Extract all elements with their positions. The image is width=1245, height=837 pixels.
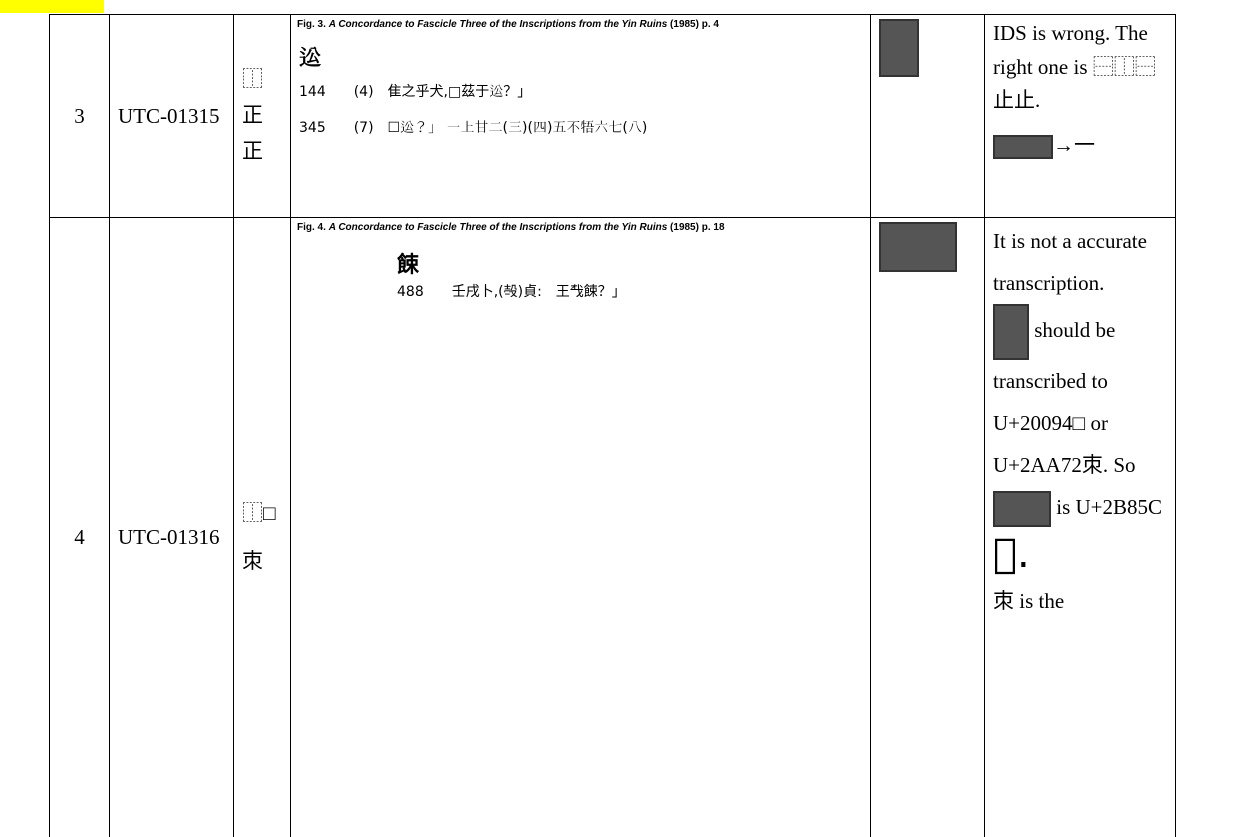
figure: Fig. 4. A Concordance to Fascicle Three …	[290, 217, 871, 837]
figure: Fig. 3. A Concordance to Fascicle Three …	[290, 14, 871, 218]
comment-line: It is not a accurate transcription.	[993, 229, 1147, 295]
caption: Fig. 3. A Concordance to Fascicle Three …	[297, 19, 864, 30]
row: 3 UTC-01315 ⿰正正 Fig. 3. A Concordance to…	[49, 14, 1176, 218]
comment-line: should be	[1034, 317, 1116, 342]
comment-line: transcribed to	[993, 369, 1108, 393]
caption-suffix: (1985) p. 4	[670, 19, 719, 30]
image-cell	[870, 217, 985, 837]
ids-line: ⿰□	[242, 500, 276, 525]
rubbing-image	[993, 304, 1029, 360]
comment-line-wrap: is U+2B85C	[993, 486, 1167, 528]
caption-prefix: Fig. 3.	[297, 19, 326, 30]
caption-prefix: Fig. 4.	[297, 222, 326, 233]
figure-line: 488 壬戌卜,(𣪊)貞: 王𢦔餗？」	[397, 284, 626, 300]
ids-line: ⿰正	[242, 67, 263, 128]
caption: Fig. 4. A Concordance to Fascicle Three …	[297, 222, 864, 233]
caption-title: A Concordance to Fascicle Three of the I…	[328, 222, 668, 233]
rubbing-image	[993, 134, 1053, 159]
highlight	[0, 0, 104, 13]
figure-line: 餗	[397, 253, 420, 278]
ids: ⿰正正	[233, 14, 291, 218]
ids-line: 朿	[242, 548, 263, 573]
comment-line: →一	[1053, 132, 1095, 157]
figure-line: 144 (4) 隹之乎犬,□茲于𨑪？」	[299, 84, 532, 100]
comment-line: U+2AA72朿. So	[993, 453, 1136, 477]
caption-title: A Concordance to Fascicle Three of the I…	[328, 19, 668, 30]
comment: It is not a accurate transcription. shou…	[984, 217, 1176, 837]
comment-line: 朿 is the	[993, 589, 1065, 613]
comment-line: IDS is wrong. The right one is ⿱⿰⿱ 止止.	[993, 21, 1156, 113]
comment-line: U+20094□ or	[993, 411, 1108, 435]
figure-line: 𨑪	[299, 46, 322, 71]
row-id: UTC-01316	[109, 217, 234, 837]
comment-line-wrap: →一	[993, 124, 1167, 166]
table: 3 UTC-01315 ⿰正正 Fig. 3. A Concordance to…	[49, 14, 1176, 837]
rubbing-image	[993, 491, 1051, 528]
row-id: UTC-01315	[109, 14, 234, 218]
rubbing-image	[879, 222, 957, 272]
row-number: 4	[49, 217, 110, 837]
comment-line: 𫡜.	[993, 531, 1030, 577]
figure-line: 345 (7) ☐𨑪？」 一上甘二(三)(四)五不牾六七(八)	[299, 120, 648, 136]
ids: ⿰□ 朿	[233, 217, 291, 837]
comment: IDS is wrong. The right one is ⿱⿰⿱ 止止. →…	[984, 14, 1176, 218]
image-cell	[870, 14, 985, 218]
row: 4 UTC-01316 ⿰□ 朿 Fig. 4. A Concordance to…	[49, 217, 1176, 837]
caption-suffix: (1985) p. 18	[670, 222, 725, 233]
comment-line-wrap: should be	[993, 304, 1167, 360]
rubbing-image	[879, 19, 919, 77]
row-number: 3	[49, 14, 110, 218]
ids-line: 正	[242, 138, 263, 163]
comment-line: is U+2B85C	[1056, 495, 1163, 519]
